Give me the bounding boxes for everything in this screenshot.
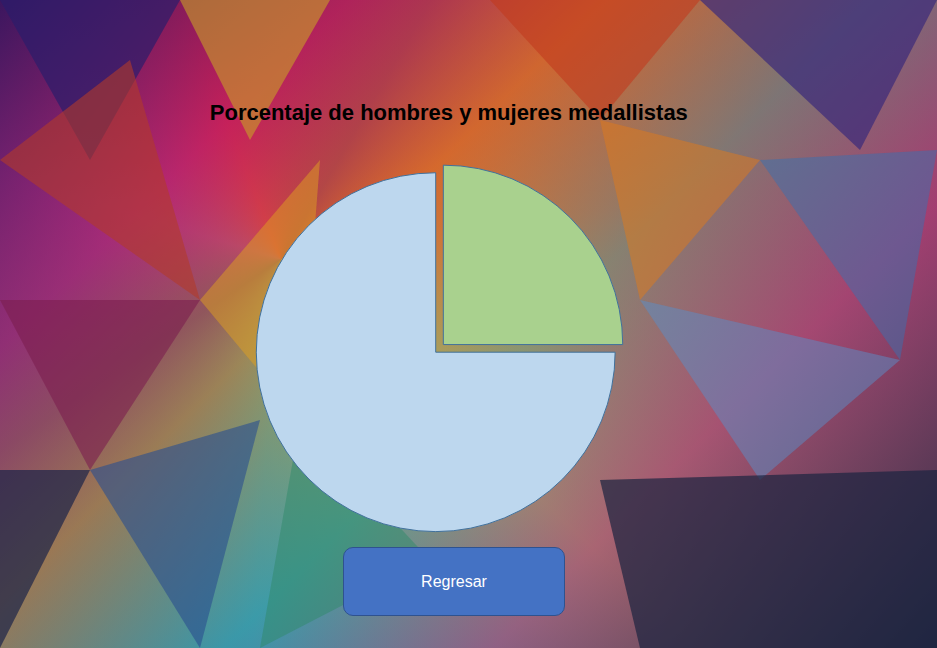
html-text:Regresar: Regresar — [421, 572, 487, 590]
svg-text:Porcentaje de hombres y mujere: Porcentaje de hombres y mujeres medallis… — [210, 100, 688, 125]
